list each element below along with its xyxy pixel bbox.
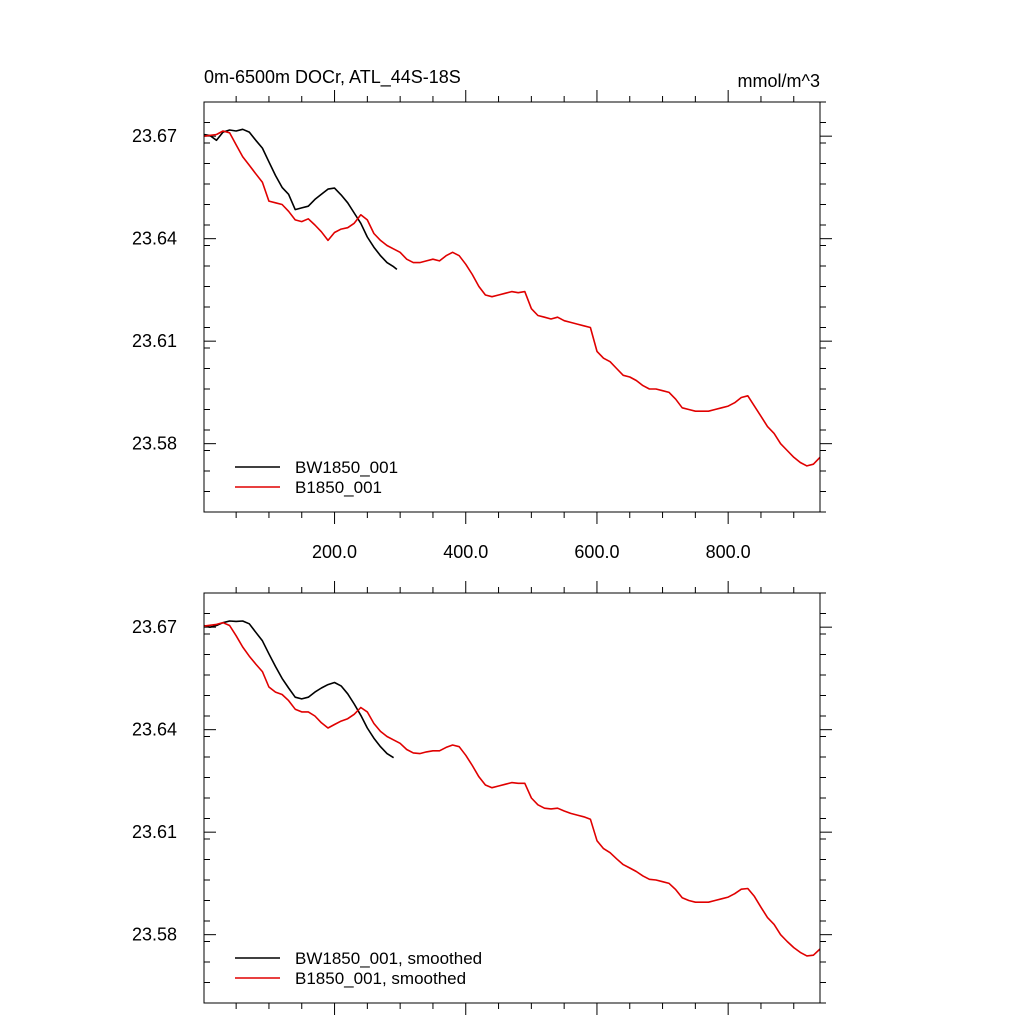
- y-tick-label: 23.61: [132, 331, 177, 351]
- series-line-1: [203, 130, 821, 467]
- y-tick-label: 23.58: [132, 925, 177, 945]
- y-tick-label: 23.67: [132, 126, 177, 146]
- units-label: mmol/m^3: [738, 71, 820, 91]
- bottom-panel: 23.58 23.61 23.64 23.67 BW1850_001, smoothe…: [132, 581, 832, 1015]
- x-tick-label: 200.0: [312, 542, 357, 562]
- axis-ticks: 23.58 23.61 23.64 23.67 200.0 400.0 600.0 800.0: [132, 90, 832, 562]
- y-tick-label: 23.58: [132, 434, 177, 454]
- y-tick-label: 23.64: [132, 229, 177, 249]
- series-line-0: [203, 128, 398, 271]
- legend-label: B1850_001: [295, 478, 382, 497]
- plot-frame: [203, 101, 821, 513]
- legend-label: BW1850_001, smoothed: [295, 949, 482, 968]
- plot-frame: [203, 592, 821, 1004]
- series-line-1: [203, 621, 821, 957]
- y-tick-label: 23.64: [132, 720, 177, 740]
- series-lines: [203, 128, 821, 467]
- y-tick-label: 23.67: [132, 617, 177, 637]
- axis-ticks: 23.58 23.61 23.64 23.67: [132, 581, 832, 1015]
- x-tick-label: 600.0: [574, 542, 619, 562]
- y-tick-label: 23.61: [132, 822, 177, 842]
- legend-label: BW1850_001: [295, 458, 398, 477]
- legend-label: B1850_001, smoothed: [295, 969, 466, 988]
- x-tick-label: 800.0: [706, 542, 751, 562]
- top-panel: 0m-6500m DOCr, ATL_44S-18S mmol/m^3 23.5…: [132, 67, 832, 562]
- x-tick-label: 400.0: [443, 542, 488, 562]
- series-lines: [203, 620, 821, 957]
- chart-title: 0m-6500m DOCr, ATL_44S-18S: [204, 67, 461, 88]
- series-line-0: [203, 620, 395, 759]
